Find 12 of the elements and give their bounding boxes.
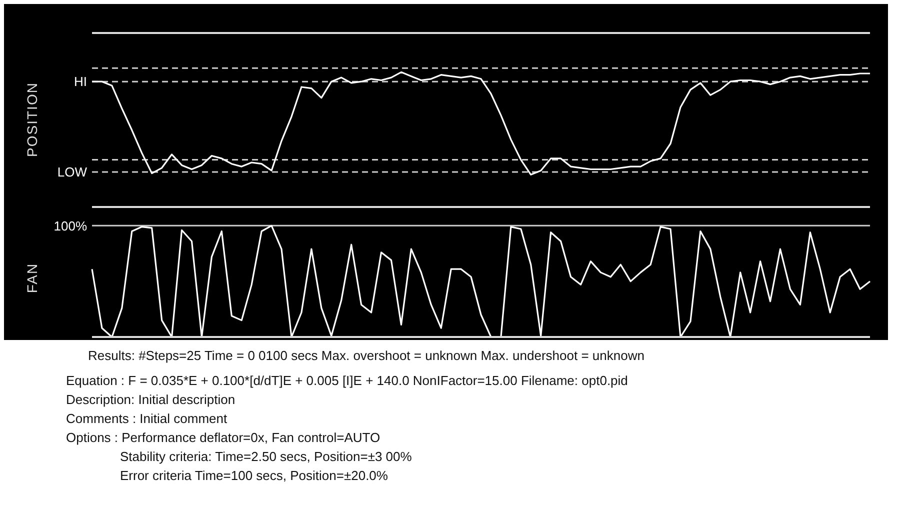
text: Description: Initial description — [65, 391, 236, 409]
text: Results: #Steps=25 Time = 0 0100 secs Max. overshoot = unknown Max. undershoot = unknown — [87, 347, 646, 365]
text: Comments : Initial comment — [65, 410, 228, 428]
text: Stability criteria: Time=2.50 secs, Position=±3 00% — [119, 448, 413, 466]
text: Options : Performance deflator=0x, Fan control=AUTO — [65, 429, 382, 447]
y-axis-title: FAN — [24, 262, 40, 294]
ref-line-label: LOW — [57, 164, 88, 180]
ref-line-label: 100% — [54, 218, 88, 234]
ref-line-label: HI — [74, 74, 87, 90]
y-axis-title: POSITION — [24, 82, 40, 157]
text: Equation : F = 0.035*E + 0.100*[d/dT]E + 0.005 [I]E + 140.0 NonIFactor=15.00 Filename: opt0.pid — [65, 372, 629, 390]
text: Error criteria Time=100 secs, Position=±20.0% — [119, 467, 389, 485]
